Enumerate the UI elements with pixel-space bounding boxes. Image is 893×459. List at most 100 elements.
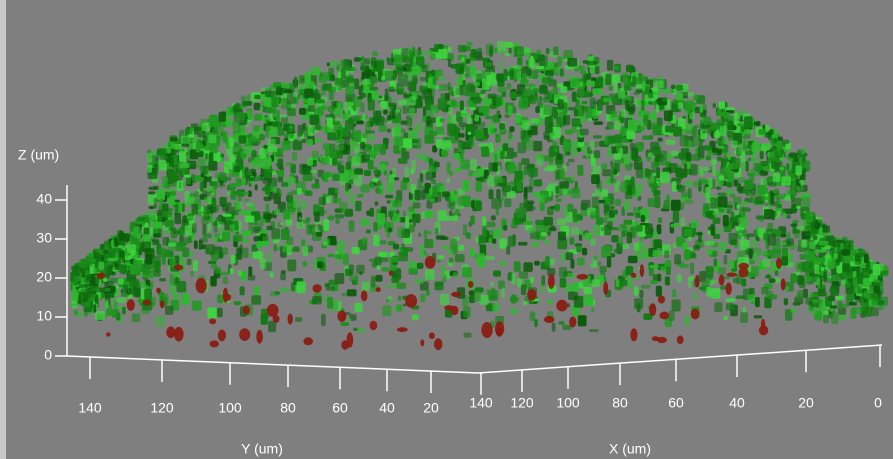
blob xyxy=(335,214,345,219)
blob xyxy=(393,244,399,250)
blob xyxy=(355,201,361,211)
blob xyxy=(547,207,554,215)
blob xyxy=(350,194,354,206)
blob xyxy=(515,46,524,56)
blob xyxy=(616,145,620,152)
blob xyxy=(384,95,387,103)
blob xyxy=(248,275,256,281)
blob xyxy=(590,140,594,150)
blob xyxy=(118,259,121,271)
blob xyxy=(488,290,498,301)
blob xyxy=(398,74,408,86)
blob xyxy=(545,117,553,128)
blob xyxy=(398,296,401,301)
blob xyxy=(574,68,579,71)
blob xyxy=(80,289,90,301)
blob xyxy=(238,270,242,276)
blob xyxy=(500,151,505,159)
red-blob xyxy=(397,327,408,332)
blob xyxy=(106,309,116,316)
blob xyxy=(343,253,349,264)
blob xyxy=(321,314,326,326)
blob xyxy=(533,88,540,92)
blob xyxy=(278,170,284,177)
blob xyxy=(220,272,228,276)
blob xyxy=(91,275,94,285)
red-blob xyxy=(196,278,207,294)
blob xyxy=(233,235,243,242)
blob xyxy=(372,51,378,56)
blob xyxy=(114,237,117,247)
blob xyxy=(821,276,824,282)
red-blob xyxy=(451,306,459,315)
blob xyxy=(726,209,730,214)
red-blob xyxy=(256,330,263,344)
blob xyxy=(254,236,264,242)
blob xyxy=(659,158,667,165)
blob xyxy=(159,247,166,257)
blob xyxy=(591,279,600,287)
blob xyxy=(595,141,599,147)
red-blob xyxy=(303,337,313,345)
blob xyxy=(191,174,195,180)
blob xyxy=(496,206,499,216)
blob xyxy=(83,258,93,267)
blob xyxy=(274,209,280,216)
blob xyxy=(413,145,418,148)
blob xyxy=(545,127,553,133)
blob xyxy=(755,297,760,307)
blob xyxy=(713,165,716,176)
blob xyxy=(448,59,451,67)
blob xyxy=(446,148,450,152)
blob xyxy=(758,129,766,135)
blob xyxy=(874,280,880,283)
red-blob xyxy=(224,294,231,301)
blob xyxy=(322,106,328,110)
blob xyxy=(691,221,698,229)
blob xyxy=(262,187,269,191)
blob xyxy=(132,255,138,258)
blob xyxy=(734,180,739,187)
blob xyxy=(395,65,403,75)
blob xyxy=(563,189,568,197)
blob xyxy=(512,137,515,141)
blob xyxy=(585,233,592,240)
blob xyxy=(498,134,501,142)
blob xyxy=(819,241,829,246)
blob xyxy=(342,293,348,296)
blob xyxy=(804,261,813,273)
blob xyxy=(594,150,600,158)
blob xyxy=(345,183,349,192)
red-blob xyxy=(425,256,436,269)
blob xyxy=(656,286,662,297)
blob xyxy=(417,153,426,160)
blob xyxy=(671,85,676,89)
blob xyxy=(693,95,698,101)
blob xyxy=(693,293,697,300)
blob xyxy=(787,190,796,196)
blob xyxy=(551,107,558,118)
blob xyxy=(720,126,727,136)
blob xyxy=(499,239,506,249)
blob xyxy=(504,199,511,208)
blob xyxy=(292,152,297,161)
blob xyxy=(129,279,139,287)
blob xyxy=(482,216,486,226)
blob xyxy=(104,288,110,292)
blob xyxy=(409,268,418,275)
blob xyxy=(550,132,557,140)
blob xyxy=(208,223,211,232)
blob xyxy=(185,128,189,135)
blob xyxy=(544,217,553,226)
blob xyxy=(121,246,127,250)
blob xyxy=(673,211,679,223)
blob xyxy=(209,153,213,164)
blob xyxy=(555,66,561,73)
blob xyxy=(482,225,487,236)
blob xyxy=(379,125,387,132)
blob xyxy=(747,234,750,240)
blob xyxy=(590,239,596,246)
blob xyxy=(762,258,770,267)
y-tick-label: 20 xyxy=(423,400,439,416)
blob xyxy=(262,161,270,169)
